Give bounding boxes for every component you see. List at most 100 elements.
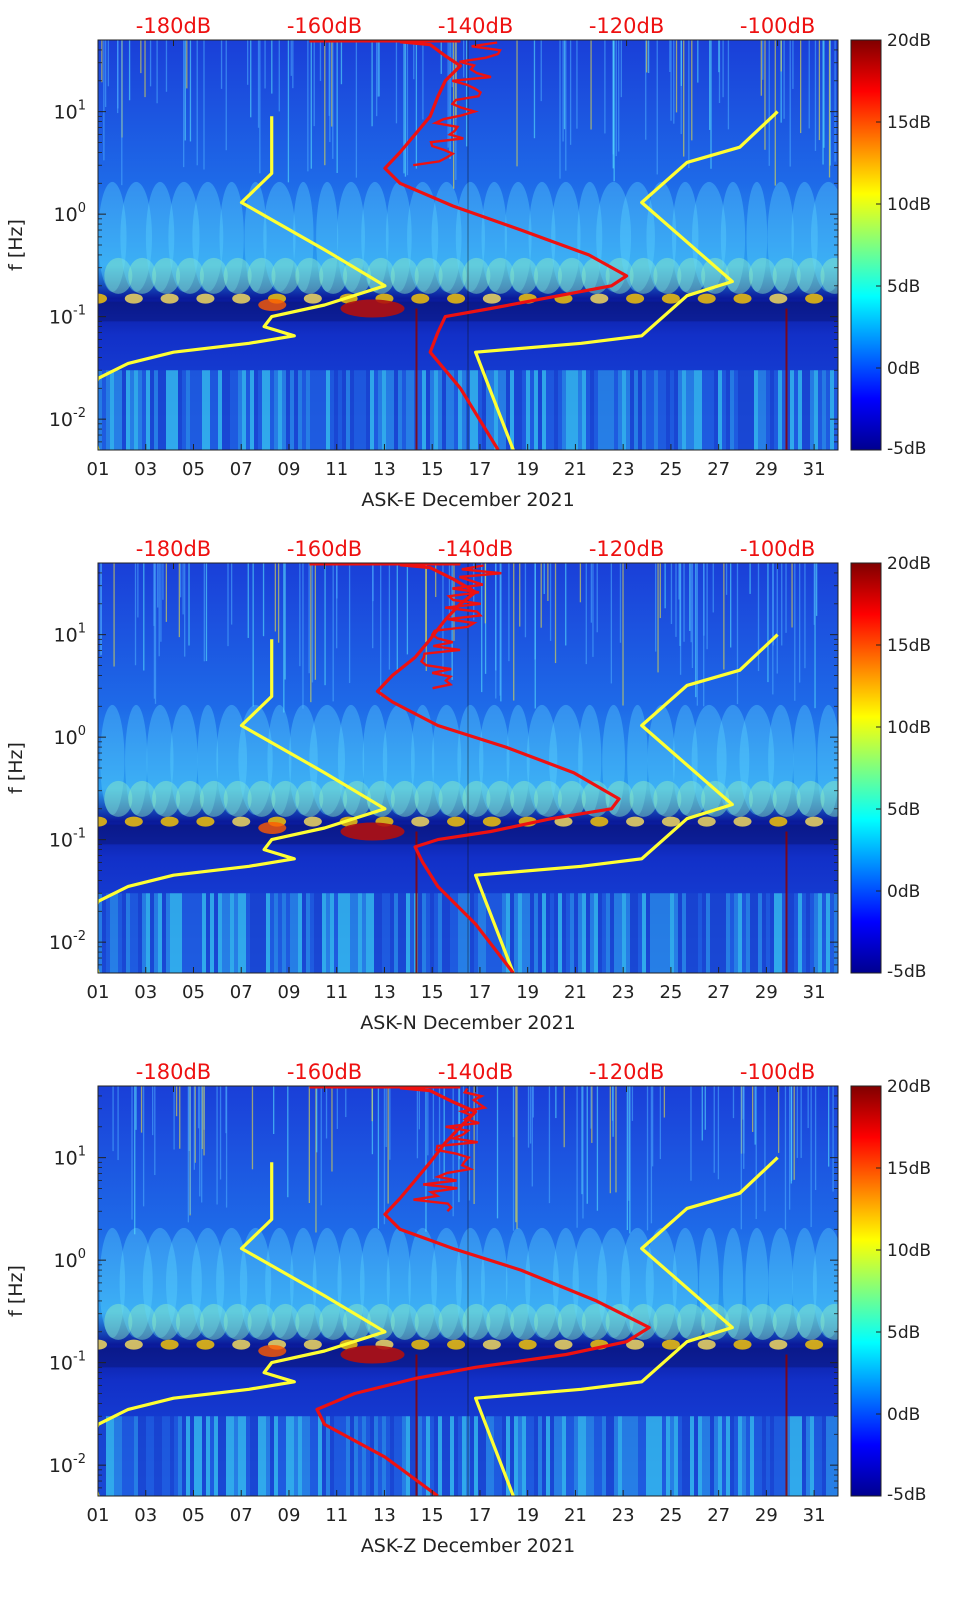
top-db-label: -120dB xyxy=(589,1060,664,1084)
spectrogram-panel: 01 03 05 07 09 11 13 15 17 19 21 23 25 27 29 31 ASK-N De… xyxy=(5,537,931,1034)
colorbar xyxy=(850,39,882,451)
y-tick-label: 10-2 xyxy=(49,406,86,431)
x-tick-label: 05 xyxy=(182,1505,205,1526)
top-db-label: -180dB xyxy=(136,1060,211,1084)
x-tick-label: 11 xyxy=(325,982,348,1003)
x-tick-label: 25 xyxy=(659,459,682,480)
x-tick-label: 19 xyxy=(516,459,539,480)
colorbar-label: 10dB xyxy=(887,1241,931,1261)
colorbar-label: -5dB xyxy=(887,1485,926,1505)
top-db-label: -180dB xyxy=(136,537,211,561)
top-db-label: -160dB xyxy=(287,14,362,38)
x-tick-label: 31 xyxy=(803,1505,826,1526)
top-db-label: -100dB xyxy=(740,14,815,38)
series-line-noise-model-high xyxy=(474,110,779,450)
series-line-noise-model-low xyxy=(98,1162,387,1496)
y-tick-label: 101 xyxy=(54,622,86,647)
series-line-noise-model-low xyxy=(98,639,387,973)
x-tick-label: 03 xyxy=(134,1505,157,1526)
x-tick-label: 27 xyxy=(707,459,730,480)
spectrogram-texture xyxy=(98,40,838,450)
x-tick-label: 27 xyxy=(707,1505,730,1526)
x-axis-label: ASK-N December 2021 xyxy=(360,1012,576,1034)
x-tick-label: 23 xyxy=(612,459,635,480)
y-tick-label: 101 xyxy=(54,1145,86,1170)
colorbar-label: 5dB xyxy=(887,800,920,820)
x-tick-label: 01 xyxy=(87,982,110,1003)
x-tick-label: 05 xyxy=(182,982,205,1003)
x-tick-label: 29 xyxy=(755,1505,778,1526)
x-tick-label: 23 xyxy=(612,1505,635,1526)
y-tick-label: 10-2 xyxy=(49,1452,86,1477)
x-tick-label: 01 xyxy=(87,459,110,480)
x-tick-label: 11 xyxy=(325,459,348,480)
y-tick-label: 100 xyxy=(54,1247,86,1272)
colorbar-label: 15dB xyxy=(887,1159,931,1179)
x-tick-label: 01 xyxy=(87,1505,110,1526)
x-tick-label: 11 xyxy=(325,1505,348,1526)
y-tick-label: 100 xyxy=(54,201,86,226)
y-tick-label: 10-2 xyxy=(49,929,86,954)
x-tick-label: 13 xyxy=(373,459,396,480)
colorbar-label: 10dB xyxy=(887,195,931,215)
x-tick-label: 07 xyxy=(230,982,253,1003)
top-db-label: -120dB xyxy=(589,14,664,38)
y-axis-label: f [Hz] xyxy=(5,1265,27,1317)
colorbar-label: -5dB xyxy=(887,962,926,982)
colorbar-label: 15dB xyxy=(887,113,931,133)
y-tick-label: 10-1 xyxy=(49,1350,86,1375)
top-db-label: -160dB xyxy=(287,1060,362,1084)
x-axis-label: ASK-Z December 2021 xyxy=(361,1535,575,1557)
x-tick-label: 05 xyxy=(182,459,205,480)
x-tick-label: 17 xyxy=(468,1505,491,1526)
x-tick-label: 31 xyxy=(803,982,826,1003)
x-tick-label: 21 xyxy=(564,1505,587,1526)
x-tick-label: 03 xyxy=(134,982,157,1003)
colorbar xyxy=(850,562,882,974)
y-tick-label: 10-1 xyxy=(49,304,86,329)
y-axis-label: f [Hz] xyxy=(5,219,27,271)
colorbar xyxy=(850,1085,882,1497)
colorbar-label: 0dB xyxy=(887,1405,920,1425)
series-line-noise-model-high xyxy=(474,633,779,973)
y-tick-label: 10-1 xyxy=(49,827,86,852)
x-tick-label: 15 xyxy=(421,982,444,1003)
x-tick-label: 25 xyxy=(659,1505,682,1526)
colorbar-label: 20dB xyxy=(887,31,931,51)
series-line-psd-scatter xyxy=(413,41,502,167)
colorbar-label: 20dB xyxy=(887,1077,931,1097)
top-db-label: -100dB xyxy=(740,1060,815,1084)
x-tick-label: 29 xyxy=(755,982,778,1003)
x-tick-label: 17 xyxy=(468,459,491,480)
spectrogram-texture xyxy=(98,563,838,973)
spectrogram-panel: 01 03 05 07 09 11 13 15 17 19 21 23 25 27 29 31 ASK-E De… xyxy=(5,14,931,511)
top-db-label: -180dB xyxy=(136,14,211,38)
x-tick-label: 13 xyxy=(373,982,396,1003)
colorbar-label: 5dB xyxy=(887,277,920,297)
x-tick-label: 25 xyxy=(659,982,682,1003)
colorbar-label: -5dB xyxy=(887,439,926,459)
x-tick-label: 17 xyxy=(468,982,491,1003)
x-tick-label: 09 xyxy=(278,982,301,1003)
x-tick-label: 21 xyxy=(564,459,587,480)
y-tick-label: 100 xyxy=(54,724,86,749)
y-tick-label: 101 xyxy=(54,99,86,124)
series-line-psd-scatter xyxy=(419,564,502,690)
x-tick-label: 29 xyxy=(755,459,778,480)
top-db-label: -140dB xyxy=(438,14,513,38)
x-tick-label: 03 xyxy=(134,459,157,480)
colorbar-label: 20dB xyxy=(887,554,931,574)
colorbar-label: 0dB xyxy=(887,359,920,379)
colorbar-label: 0dB xyxy=(887,882,920,902)
x-tick-label: 19 xyxy=(516,982,539,1003)
top-db-label: -120dB xyxy=(589,537,664,561)
colorbar-label: 5dB xyxy=(887,1323,920,1343)
series-line-psd-scatter xyxy=(413,1087,488,1213)
top-db-label: -140dB xyxy=(438,1060,513,1084)
colorbar-label: 15dB xyxy=(887,636,931,656)
x-tick-label: 13 xyxy=(373,1505,396,1526)
colorbar-label: 10dB xyxy=(887,718,931,738)
x-tick-label: 27 xyxy=(707,982,730,1003)
x-tick-label: 21 xyxy=(564,982,587,1003)
